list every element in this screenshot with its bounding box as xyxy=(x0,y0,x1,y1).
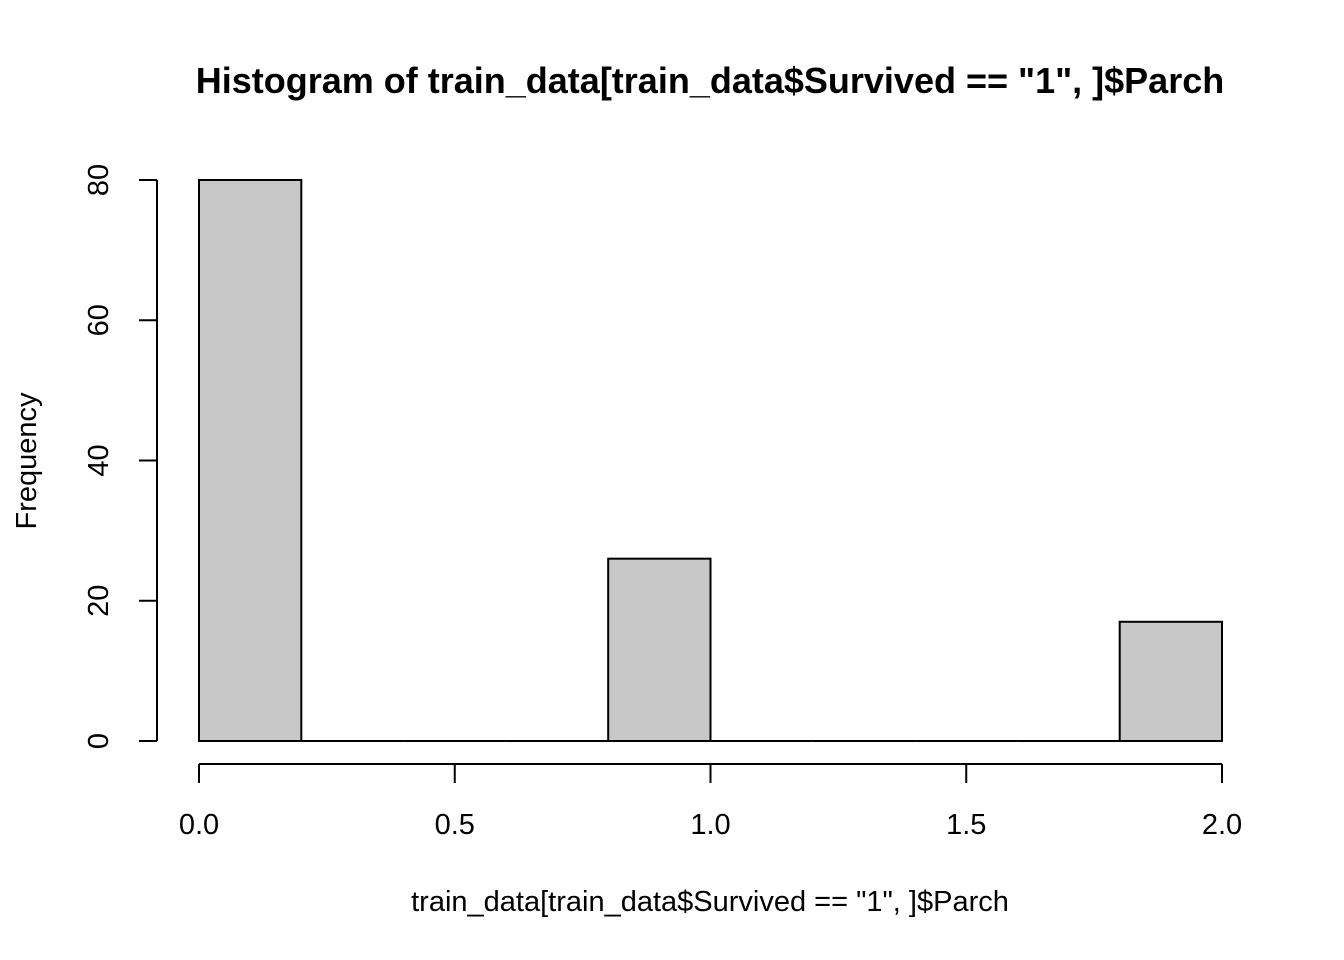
y-axis-label: Frequency xyxy=(11,392,43,530)
histogram-bar-9 xyxy=(1118,620,1223,742)
bars-group xyxy=(198,179,1223,742)
histogram-bar-0 xyxy=(198,179,303,742)
histogram-bar-4 xyxy=(607,557,712,742)
y-tick-label: 0 xyxy=(83,733,115,749)
chart-title: Histogram of train_data[train_data$Survi… xyxy=(196,60,1224,101)
x-tick-label: 0.0 xyxy=(179,809,219,841)
y-tick-label: 80 xyxy=(83,164,115,196)
x-axis: 0.0 0.5 1.0 1.5 2.0 xyxy=(179,763,1242,841)
x-tick-label: 1.0 xyxy=(690,809,730,841)
y-tick-label: 20 xyxy=(83,585,115,617)
x-tick-label: 1.5 xyxy=(946,809,986,841)
y-axis: 0 20 40 60 80 xyxy=(83,164,158,749)
y-tick-label: 40 xyxy=(83,444,115,476)
x-tick-label: 0.5 xyxy=(435,809,475,841)
y-tick-label: 60 xyxy=(83,304,115,336)
x-tick-label: 2.0 xyxy=(1202,809,1242,841)
x-axis-label: train_data[train_data$Survived == "1", ]… xyxy=(411,886,1009,918)
